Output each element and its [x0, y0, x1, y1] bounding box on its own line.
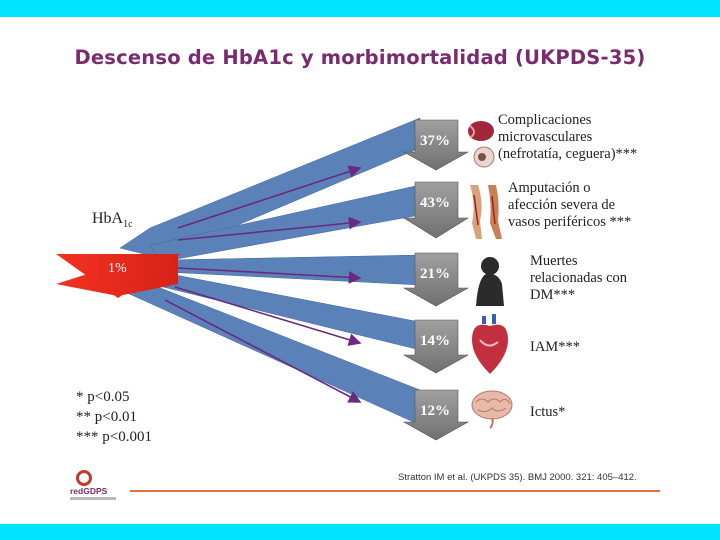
connector-lines	[164, 165, 362, 403]
connector-line-2	[177, 216, 362, 241]
pct-arrow-5	[402, 389, 470, 441]
pct-value-5: 12%	[420, 403, 450, 419]
outcome-label-1: Complicaciones microvasculares (nefrotat…	[498, 112, 638, 162]
person-silhouette-icon	[476, 257, 504, 306]
footer-divider	[130, 490, 660, 492]
pct-arrow-2	[402, 181, 470, 239]
hba1c-label: HbA1c	[92, 210, 133, 231]
heart-icon	[472, 314, 508, 374]
connector-line-1	[177, 165, 362, 229]
kidney-eye-icon	[468, 121, 495, 168]
brain-icon	[471, 390, 513, 429]
pct-value-3: 21%	[420, 266, 450, 282]
pct-value-2: 43%	[420, 195, 450, 211]
pct-arrow-4	[402, 319, 470, 374]
page-title: Descenso de HbA1c y morbimortalidad (UKP…	[74, 46, 646, 69]
reference-citation: Stratton IM et al. (UKPDS 35). BMJ 2000.…	[398, 472, 637, 483]
connector-line-3	[177, 267, 362, 284]
pct-arrow-1	[402, 119, 470, 171]
logo-ring-icon	[76, 470, 92, 486]
pct-arrows	[402, 119, 470, 441]
redgdps-logo: redGDPS	[66, 470, 126, 516]
legend-item: * p<0.05	[76, 389, 130, 405]
outcome-label-4: IAM***	[530, 339, 580, 355]
outcome-label-2: Amputación o afección severa de vasos pe…	[508, 180, 632, 230]
top-accent-bar	[0, 0, 720, 17]
legend-item: *** p<0.001	[76, 429, 152, 445]
pct-value-4: 14%	[420, 333, 450, 349]
connector-line-5	[164, 299, 362, 403]
hba1c-decrease-value: 1%	[108, 261, 127, 276]
bottom-accent-bar	[0, 524, 720, 540]
legend-item: ** p<0.01	[76, 409, 137, 425]
connector-line-4	[174, 286, 362, 346]
outcome-label-3: Muertes relacionadas con DM***	[530, 253, 628, 303]
legs-icon	[470, 185, 502, 239]
pct-arrow-3	[402, 252, 470, 307]
logo-text: redGDPS	[70, 486, 108, 496]
outcome-label-5: Ictus*	[530, 404, 566, 420]
significance-legend: * p<0.05 ** p<0.01 *** p<0.001	[76, 387, 152, 447]
pct-value-1: 37%	[420, 133, 450, 149]
